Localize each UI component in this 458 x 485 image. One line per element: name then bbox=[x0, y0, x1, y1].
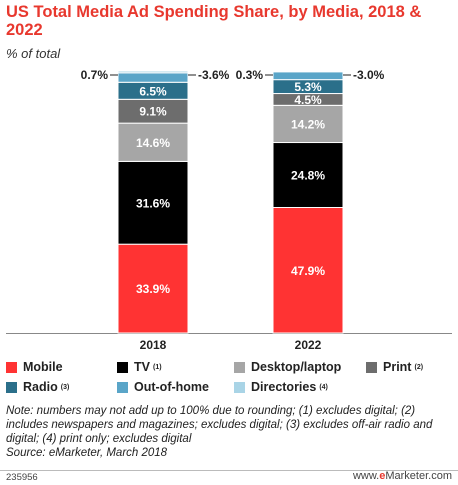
data-label-out-of-home-2018: -3.6% bbox=[198, 68, 230, 82]
data-label-desktop-laptop-2022: 14.2% bbox=[291, 117, 325, 131]
legend-label: Print bbox=[383, 360, 412, 374]
legend-item-desktop-laptop: Desktop/laptop bbox=[234, 360, 341, 374]
bar-segment-mobile-2022 bbox=[272, 207, 344, 334]
data-label-directories-2022: 0.3% bbox=[236, 68, 264, 82]
bar-segment-directories-2018 bbox=[117, 70, 189, 74]
legend-item-directories: Directories (4) bbox=[234, 380, 328, 394]
brand-suffix: .com bbox=[428, 470, 452, 482]
legend-footnote-marker: (3) bbox=[60, 383, 70, 391]
data-label-mobile-2018: 33.9% bbox=[136, 282, 170, 296]
legend-swatch bbox=[366, 361, 377, 373]
legend-footnote-marker: (1) bbox=[152, 363, 162, 371]
source-text: Source: eMarketer, March 2018 bbox=[6, 447, 168, 459]
legend-swatch bbox=[6, 381, 17, 393]
legend-swatch bbox=[117, 361, 128, 373]
data-label-radio-2022: 5.3% bbox=[294, 80, 322, 94]
brand-prefix: www. bbox=[352, 470, 380, 482]
legend-label: Out-of-home bbox=[134, 380, 209, 394]
legend-swatch bbox=[6, 361, 17, 373]
stacked-bar-chart: 33.9% 31.6% 14.6% 9.1% 6.5% -3.6% 0.7% 2018 47.9… bbox=[6, 68, 452, 352]
bar-segment-desktop-laptop-2018 bbox=[117, 122, 189, 162]
legend-item-radio: Radio (3) bbox=[6, 380, 69, 394]
legend-item-tv: TV (1) bbox=[117, 360, 162, 374]
chart-subtitle: % of total bbox=[6, 46, 61, 61]
data-label-print-2018: 9.1% bbox=[139, 105, 167, 119]
legend-swatch bbox=[234, 381, 245, 393]
legend-label: Directories bbox=[251, 380, 317, 394]
bar-segment-mobile-2018 bbox=[117, 243, 189, 334]
data-label-tv-2022: 24.8% bbox=[291, 169, 325, 183]
x-tick-label-2022: 2022 bbox=[295, 338, 322, 352]
x-tick-label-2018: 2018 bbox=[140, 338, 167, 352]
bar-segment-directories-2022 bbox=[272, 70, 344, 73]
brand-e: e bbox=[379, 470, 386, 482]
data-label-print-2022: 4.5% bbox=[294, 93, 322, 107]
data-label-tv-2018: 31.6% bbox=[136, 196, 170, 210]
bar-segment-out-of-home-2018 bbox=[117, 72, 189, 83]
legend-label: Mobile bbox=[23, 360, 63, 374]
legend-footnote-marker: (2) bbox=[414, 363, 424, 371]
bar-segment-desktop-laptop-2022 bbox=[272, 104, 344, 144]
chart-title: US Total Media Ad Spending Share, by Med… bbox=[6, 3, 422, 39]
legend-swatch bbox=[117, 381, 128, 393]
note-text: Note: numbers may not add up to 100% due… bbox=[6, 405, 433, 445]
legend-item-out-of-home: Out-of-home bbox=[117, 380, 209, 394]
brand-name: Marketer bbox=[385, 470, 429, 482]
brand-logo: www.eMarketer.com bbox=[353, 470, 452, 482]
legend-label: Desktop/laptop bbox=[251, 360, 342, 374]
legend-label: TV bbox=[134, 360, 150, 374]
chart-note: Note: numbers may not add up to 100% due… bbox=[6, 404, 452, 460]
legend-footnote-marker: (4) bbox=[319, 383, 328, 391]
bar-segment-out-of-home-2022 bbox=[272, 71, 344, 81]
legend-item-mobile: Mobile bbox=[6, 360, 63, 374]
data-label-desktop-laptop-2018: 14.6% bbox=[136, 136, 170, 150]
bar-segment-tv-2022 bbox=[272, 142, 344, 209]
legend-swatch bbox=[234, 361, 245, 373]
data-label-out-of-home-2022: -3.0% bbox=[353, 68, 385, 82]
data-label-directories-2018: 0.7% bbox=[81, 68, 109, 82]
legend-label: Radio bbox=[23, 380, 58, 394]
data-label-mobile-2022: 47.9% bbox=[291, 264, 325, 278]
legend-item-print: Print (2) bbox=[366, 360, 423, 374]
data-label-radio-2018: 6.5% bbox=[139, 84, 167, 98]
footer-divider bbox=[0, 470, 458, 471]
bar-segment-tv-2018 bbox=[117, 160, 189, 245]
chart-id: 235956 bbox=[6, 472, 38, 483]
